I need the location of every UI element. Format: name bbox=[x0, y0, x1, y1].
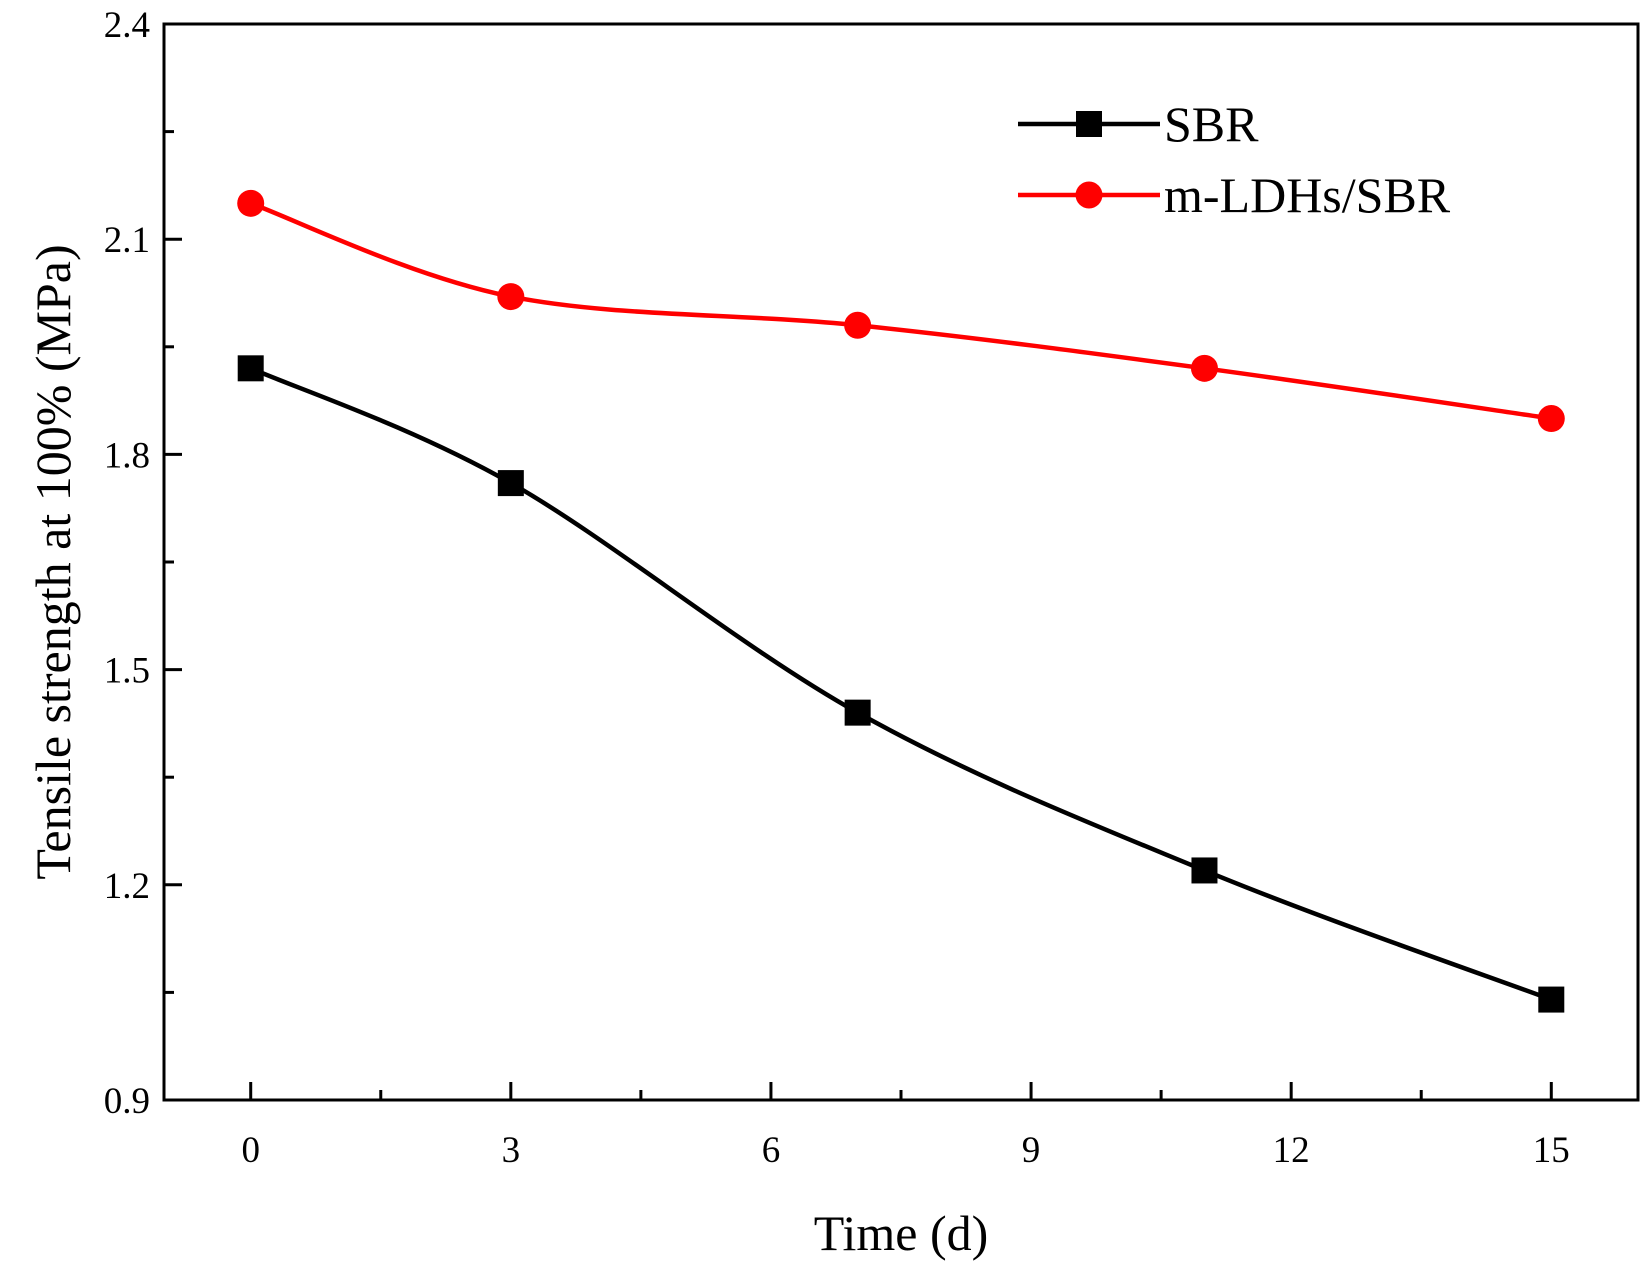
y-tick-label: 0.9 bbox=[104, 1081, 150, 1122]
y-axis-title: Tensile strength at 100% (MPa) bbox=[25, 244, 81, 879]
tick-labels-layer: 0 3 6 9 12 15 0.9 1.2 1.5 1.8 2.1 2.4 bbox=[104, 5, 1570, 1171]
data-point bbox=[237, 189, 265, 217]
x-tick-label: 0 bbox=[241, 1130, 260, 1171]
data-point bbox=[1538, 986, 1565, 1013]
ticks-layer bbox=[164, 22, 1553, 1102]
y-tick-label: 2.4 bbox=[104, 5, 150, 46]
legend-label: SBR bbox=[1164, 96, 1259, 152]
data-point bbox=[497, 283, 525, 311]
data-point bbox=[497, 470, 524, 497]
series-layer bbox=[237, 189, 1565, 1013]
y-tick-label: 1.2 bbox=[104, 866, 150, 907]
data-point bbox=[844, 311, 872, 339]
x-tick-label: 6 bbox=[762, 1130, 781, 1171]
x-tick-label: 12 bbox=[1273, 1130, 1310, 1171]
x-tick-label: 3 bbox=[502, 1130, 521, 1171]
legend-marker bbox=[1075, 181, 1103, 209]
legend-item: m-LDHs/SBR bbox=[1018, 167, 1451, 223]
y-tick-label: 1.8 bbox=[104, 435, 150, 476]
data-point bbox=[1537, 405, 1565, 433]
y-tick-label: 2.1 bbox=[104, 220, 150, 261]
data-point bbox=[1190, 354, 1218, 382]
legend: SBR m-LDHs/SBR bbox=[1018, 96, 1451, 223]
legend-marker bbox=[1076, 111, 1102, 137]
series-m-ldhs-sbr bbox=[237, 189, 1565, 433]
y-tick-label: 1.5 bbox=[104, 651, 150, 692]
data-point bbox=[1191, 857, 1218, 884]
legend-label: m-LDHs/SBR bbox=[1164, 167, 1451, 223]
data-point bbox=[237, 355, 264, 382]
legend-item: SBR bbox=[1018, 96, 1259, 152]
data-point bbox=[844, 699, 871, 726]
x-tick-label: 9 bbox=[1022, 1130, 1041, 1171]
x-tick-label: 15 bbox=[1533, 1130, 1570, 1171]
x-axis-title: Time (d) bbox=[814, 1205, 989, 1261]
series-sbr bbox=[237, 355, 1565, 1013]
